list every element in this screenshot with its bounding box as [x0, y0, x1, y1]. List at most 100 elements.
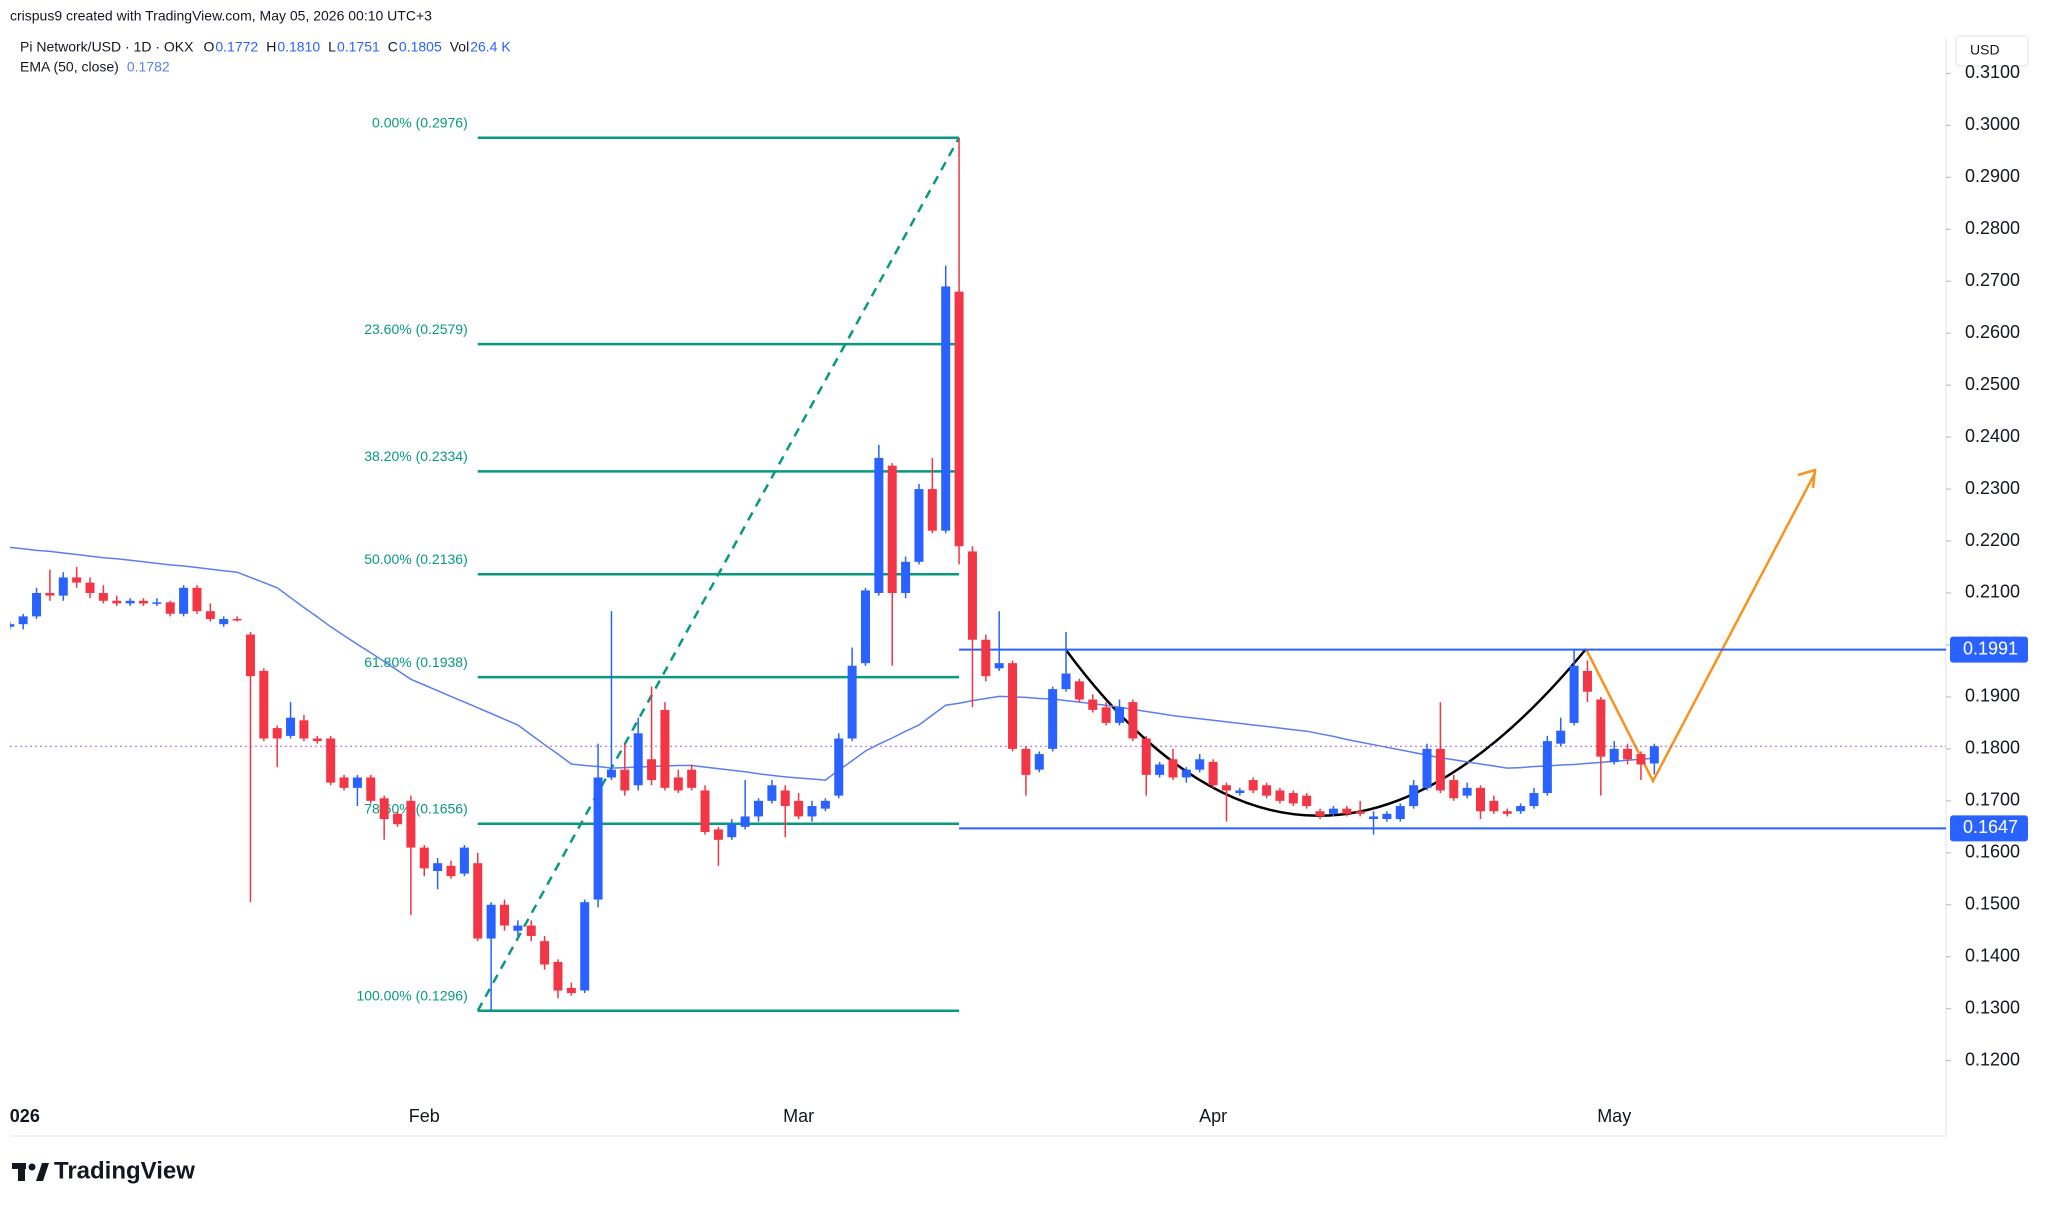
candle-body	[1582, 670, 1592, 692]
x-tick-label: 026	[10, 1106, 40, 1126]
candle-body	[18, 616, 28, 625]
candle-body	[540, 941, 550, 965]
candle-body	[446, 865, 456, 877]
candle-body	[1328, 808, 1338, 814]
creator-line: crispus9 created with TradingView.com, M…	[10, 8, 432, 24]
candle-body	[10, 624, 15, 627]
candle-body	[499, 904, 509, 926]
ohlc-name: O	[203, 39, 214, 55]
candle-body	[1409, 785, 1419, 807]
candle-body	[1609, 748, 1619, 762]
candle-body	[647, 759, 657, 781]
candle-body	[486, 904, 496, 939]
x-tick-label: Feb	[409, 1106, 440, 1126]
candle-body	[553, 961, 563, 991]
candle-body	[1181, 769, 1191, 778]
candle-body	[1489, 800, 1499, 812]
candle-body	[593, 777, 603, 900]
candle-body	[1342, 808, 1352, 814]
candle-body	[379, 798, 389, 820]
candle-body	[352, 777, 362, 788]
candle-body	[433, 863, 443, 871]
candle-body	[1074, 681, 1084, 700]
y-tick-label: 0.1700	[1965, 790, 2020, 810]
candle-body	[419, 847, 429, 869]
candle-body	[259, 670, 269, 739]
ohlc-name: H	[266, 39, 276, 55]
candle-body	[1088, 699, 1098, 710]
candle-body	[927, 489, 937, 531]
candle-body	[687, 769, 697, 788]
ema-line	[10, 546, 1655, 781]
candle-body	[1208, 761, 1218, 786]
candle-body	[1221, 785, 1231, 791]
y-tick-label: 0.2300	[1965, 478, 2020, 498]
candle-body	[179, 587, 189, 614]
symbol: Pi Network/USD · 1D · OKX	[20, 39, 194, 55]
candle-body	[1556, 730, 1566, 744]
currency: USD	[1970, 42, 2000, 58]
candle-body	[232, 618, 242, 621]
candle-body	[834, 738, 844, 796]
candle-body	[1516, 806, 1526, 812]
candle-body	[1596, 699, 1606, 757]
candle-body	[112, 600, 122, 604]
candle-body	[1155, 764, 1165, 775]
candle-body	[165, 602, 175, 614]
ohlc-name: Vol	[450, 39, 469, 55]
candle-body	[1115, 707, 1125, 723]
candle-body	[1395, 806, 1405, 820]
ohlc-value: 0.1772	[215, 39, 258, 55]
ema-legend-name: EMA (50, close)	[20, 59, 119, 75]
fib-level-label: 78.60% (0.1656)	[364, 800, 468, 816]
fib-level-label: 61.80% (0.1938)	[364, 654, 468, 670]
candle-body	[366, 777, 376, 801]
candle-body	[1262, 785, 1272, 796]
fib-level-label: 38.20% (0.2334)	[364, 448, 468, 464]
candle-body	[874, 457, 884, 593]
candle-body	[1462, 787, 1472, 796]
ohlc-value: 0.1751	[337, 39, 380, 55]
candle-body	[914, 489, 924, 562]
y-tick-label: 0.1600	[1965, 842, 2020, 862]
candle-body	[1288, 793, 1298, 804]
candle-body	[727, 824, 737, 838]
candle-body	[526, 925, 536, 936]
y-tick-label: 0.2800	[1965, 218, 2020, 238]
candle-body	[994, 663, 1004, 669]
candle-body	[887, 465, 897, 593]
candle-body	[1476, 787, 1485, 812]
fib-level-label: 0.00% (0.2976)	[372, 115, 468, 131]
candle-body	[700, 790, 710, 833]
y-tick-label: 0.2600	[1965, 322, 2020, 342]
candle-body	[1235, 790, 1245, 794]
candle-body	[820, 800, 830, 809]
candle-body	[1168, 759, 1178, 778]
ohlc-name: C	[388, 39, 398, 55]
ema-legend-value: 0.1782	[127, 59, 170, 75]
candle-body	[72, 577, 82, 583]
y-tick-label: 0.1200	[1965, 1049, 2020, 1069]
ohlc-value: 0.1805	[399, 39, 442, 55]
candle-body	[513, 925, 523, 931]
y-tick-label: 0.1400	[1965, 945, 2020, 965]
candle-body	[459, 847, 469, 874]
level-label: 0.1647	[1963, 817, 2018, 837]
cup-curve	[1064, 648, 1587, 817]
candle-body	[754, 800, 764, 817]
candle-body	[967, 551, 977, 640]
candle-body	[1649, 746, 1659, 764]
candle-body	[660, 709, 670, 788]
plot-area: 0.00% (0.2976) 23.60% (0.2579) 38.20% (0.2…	[10, 115, 1946, 1013]
brand-logo	[12, 1163, 49, 1181]
fib-level-label: 50.00% (0.2136)	[364, 551, 468, 567]
currency-box	[1955, 35, 2029, 67]
candle-body	[1141, 738, 1151, 775]
candle-body	[1623, 748, 1633, 760]
candle-body	[1422, 748, 1432, 788]
candle-body	[339, 777, 349, 788]
candle-body	[58, 577, 68, 596]
y-tick-label: 0.2500	[1965, 374, 2020, 394]
